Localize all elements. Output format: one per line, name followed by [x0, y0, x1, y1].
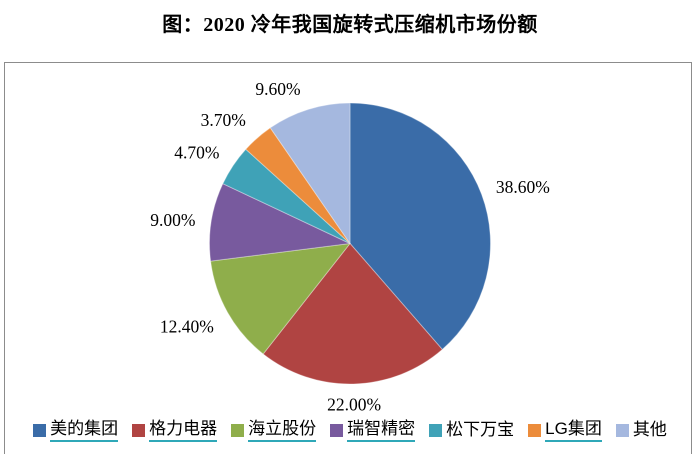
legend-swatch-icon	[132, 423, 146, 437]
slice-value-label: 4.70%	[174, 143, 219, 163]
pie-slice-3	[210, 243, 351, 355]
legend-label: 格力电器	[149, 419, 218, 442]
legend: 美的集团 格力电器 海立股份 瑞智精密 松下万宝 LG集团 其他	[6, 419, 694, 442]
legend-item-2: 格力电器	[132, 419, 218, 442]
legend-label: LG集团	[545, 419, 602, 442]
slice-value-label: 38.60%	[496, 177, 550, 197]
pie-slice-6	[245, 127, 351, 244]
legend-item-7: 其他	[615, 420, 667, 441]
legend-swatch-icon	[615, 423, 629, 437]
slice-value-label: 3.70%	[201, 110, 246, 130]
legend-label: 其他	[632, 420, 667, 439]
legend-item-5: 松下万宝	[429, 420, 514, 441]
legend-label: 瑞智精密	[347, 419, 416, 442]
pie-slice-2	[262, 243, 443, 385]
chart-title: 图：2020 冷年我国旋转式压缩机市场份额	[162, 14, 538, 36]
pie-slice-4	[209, 183, 351, 262]
legend-item-4: 瑞智精密	[330, 419, 416, 442]
legend-swatch-icon	[528, 423, 542, 437]
pie-slice-7	[269, 102, 351, 244]
legend-item-6: LG集团	[528, 419, 602, 442]
legend-swatch-icon	[33, 423, 47, 437]
legend-item-1: 美的集团	[33, 419, 119, 442]
pie-slice-1	[349, 102, 491, 350]
legend-swatch-icon	[330, 423, 344, 437]
legend-label: 海立股份	[248, 419, 317, 442]
pie-slice-5	[222, 148, 351, 244]
slice-value-label: 12.40%	[160, 317, 214, 337]
legend-item-3: 海立股份	[231, 419, 317, 442]
slice-value-label: 9.00%	[150, 210, 195, 230]
slice-value-label: 9.60%	[255, 79, 300, 99]
legend-label: 美的集团	[50, 419, 119, 442]
slice-value-label: 22.00%	[327, 394, 381, 414]
legend-swatch-icon	[429, 423, 443, 437]
legend-label: 松下万宝	[446, 420, 515, 439]
legend-swatch-icon	[231, 423, 245, 437]
